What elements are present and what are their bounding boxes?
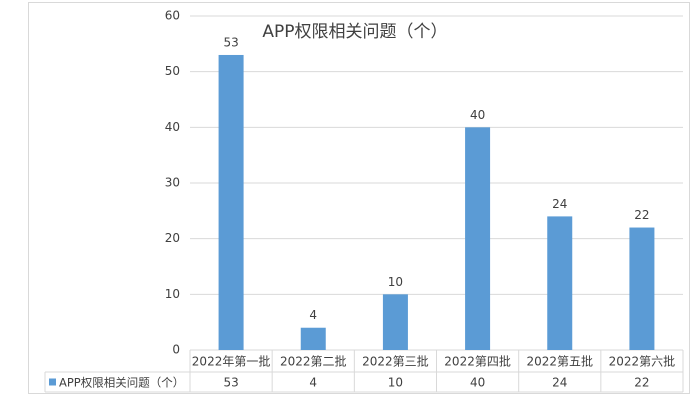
bar (629, 227, 655, 350)
legend-label: APP权限相关问题（个） (59, 376, 184, 390)
data-label: 4 (309, 308, 317, 322)
y-tick-label: 30 (165, 176, 180, 190)
table-value: 22 (634, 376, 649, 390)
data-label: 40 (470, 108, 485, 122)
bar (300, 327, 326, 350)
bar (465, 127, 491, 350)
chart-title: APP权限相关问题（个） (262, 22, 447, 42)
chart-border (28, 2, 690, 394)
x-tick-label: 2022第二批 (280, 354, 347, 369)
x-tick-label: 2022第六批 (609, 354, 676, 369)
bar (547, 216, 573, 350)
y-tick-label: 10 (165, 287, 180, 301)
data-label: 53 (223, 35, 238, 49)
table-value: 4 (309, 376, 317, 390)
y-tick-label: 0 (172, 343, 180, 357)
x-tick-label: 2022年第一批 (192, 354, 271, 369)
data-label: 22 (634, 208, 649, 222)
y-tick-label: 20 (165, 231, 180, 245)
data-label: 10 (388, 275, 403, 289)
data-label: 24 (552, 197, 567, 211)
x-tick-label: 2022第三批 (362, 354, 429, 369)
bar (382, 294, 408, 350)
table-value: 10 (388, 376, 403, 390)
x-tick-label: 2022第五批 (526, 354, 593, 369)
table-value: 53 (223, 376, 238, 390)
table-value: 40 (470, 376, 485, 390)
x-tick-label: 2022第四批 (444, 354, 511, 369)
y-tick-label: 50 (165, 64, 180, 78)
y-tick-label: 40 (165, 120, 180, 134)
bar (218, 54, 244, 350)
y-tick-label: 60 (165, 9, 180, 23)
table-value: 24 (552, 376, 567, 390)
legend-swatch (49, 378, 56, 386)
